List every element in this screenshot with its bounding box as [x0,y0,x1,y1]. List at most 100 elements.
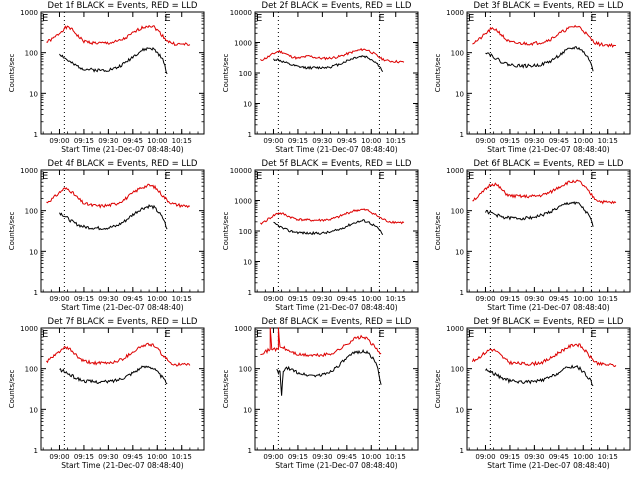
det6f-xlabel: Start Time (21-Dec-07 08:48:40) [487,303,609,312]
det9f-xtick-label: 09:45 [549,453,569,461]
det8f-lld-line [260,327,382,358]
det2f-xtick-label: 09:15 [288,137,308,145]
det1f-lld-line [46,24,191,47]
det5f-xlabel: Start Time (21-Dec-07 08:48:40) [275,303,397,312]
det8f-xtick-label: 09:30 [312,453,332,461]
det4f-marker-label: E [164,171,170,182]
det1f-frame [40,11,205,135]
det7f-ytick-label: 1000 [20,325,38,333]
det2f-title: Det 2f BLACK = Events, RED = LLD [262,1,412,11]
det3f-xtick-label: 10:15 [598,137,618,145]
det9f-ylabel: Counts/sec [434,370,442,409]
det4f-ytick-label: 1000 [20,167,38,175]
det4f-title: Det 4f BLACK = Events, RED = LLD [48,159,198,169]
det3f-marker-label: E [468,13,474,24]
det2f-marker-label: E [256,13,262,24]
det7f-ytick-label: 1 [34,447,38,455]
det9f-xtick-label: 09:15 [500,453,520,461]
det1f-marker-label: E [164,13,170,24]
det2f-ytick-label: 1 [248,131,252,139]
det3f-title: Det 3f BLACK = Events, RED = LLD [474,1,624,11]
det6f-xtick-label: 09:15 [500,295,520,303]
det1f-xtick-label: 09:15 [74,137,94,145]
det2f-xtick-label: 09:00 [263,137,283,145]
det7f-marker-label: E [42,329,48,340]
det1f-title: Det 1f BLACK = Events, RED = LLD [48,1,198,11]
det1f-xtick-label: 10:00 [147,137,167,145]
det5f-xtick-label: 09:15 [288,295,308,303]
det4f-marker-label: E [42,171,48,182]
det9f-xtick-label: 10:00 [573,453,593,461]
det8f-xtick-label: 09:15 [288,453,308,461]
det1f-xtick-label: 10:15 [172,137,192,145]
det4f-ylabel: Counts/sec [8,212,16,251]
det3f-ytick-label: 1000 [446,9,464,17]
det1f-xtick-label: 09:30 [98,137,118,145]
det4f-ytick-label: 1 [34,289,38,297]
det7f-ytick-label: 10 [29,406,38,414]
det1f-marker-label: E [42,13,48,24]
det7f-frame [40,327,205,451]
det5f-xtick-label: 09:30 [312,295,332,303]
det9f-marker-label: E [468,329,474,340]
det7f-lld-line [46,342,191,367]
det2f-xlabel: Start Time (21-Dec-07 08:48:40) [275,145,397,154]
det6f-ytick-label: 1 [460,289,464,297]
det7f-xtick-label: 09:30 [98,453,118,461]
det3f-ytick-label: 100 [451,50,464,58]
det2f-ytick-label: 10000 [230,9,252,17]
det6f-lld-line [472,179,617,205]
det3f-marker-label: E [590,13,596,24]
det3f-ylabel: Counts/sec [434,54,442,93]
det9f-frame [466,327,631,451]
det3f-ytick-label: 10 [455,90,464,98]
det2f-ylabel: Counts/sec [222,54,230,93]
det2f-xtick-label: 10:00 [361,137,381,145]
det1f-ytick-label: 1000 [20,9,38,17]
det4f-xtick-label: 09:15 [74,295,94,303]
det6f-xtick-label: 09:00 [475,295,495,303]
det9f-ytick-label: 1000 [446,325,464,333]
det3f-xtick-label: 09:30 [524,137,544,145]
det2f-panel: Det 2f BLACK = Events, RED = LLD Counts/s… [222,1,419,154]
det7f-xtick-label: 10:00 [147,453,167,461]
det8f-ytick-label: 10 [243,406,252,414]
det3f-xtick-label: 09:45 [549,137,569,145]
det2f-ytick-label: 10 [243,101,252,109]
det4f-xtick-label: 09:30 [98,295,118,303]
det3f-xtick-label: 09:15 [500,137,520,145]
det7f-ytick-label: 100 [25,366,38,374]
det3f-lld-line [472,24,616,48]
det3f-xtick-label: 10:00 [573,137,593,145]
det1f-ylabel: Counts/sec [8,54,16,93]
det5f-ylabel: Counts/sec [222,212,230,251]
det1f-ytick-label: 1 [34,131,38,139]
det9f-xtick-label: 09:30 [524,453,544,461]
det8f-xlabel: Start Time (21-Dec-07 08:48:40) [275,461,397,470]
det8f-frame [254,327,419,451]
det6f-ytick-label: 100 [451,208,464,216]
det9f-title: Det 9f BLACK = Events, RED = LLD [474,317,624,327]
det8f-title: Det 8f BLACK = Events, RED = LLD [262,317,412,327]
det8f-events-line [276,348,382,396]
det5f-ytick-label: 100 [239,228,252,236]
det5f-xtick-label: 09:45 [337,295,357,303]
det7f-marker-label: E [164,329,170,340]
det5f-ytick-label: 1 [248,289,252,297]
det8f-ytick-label: 100 [239,366,252,374]
det4f-xtick-label: 10:15 [172,295,192,303]
det2f-events-line [273,55,384,72]
det6f-ytick-label: 10 [455,248,464,256]
det8f-xtick-label: 10:15 [386,453,406,461]
det6f-title: Det 6f BLACK = Events, RED = LLD [474,159,624,169]
det6f-marker-label: E [468,171,474,182]
det4f-panel: Det 4f BLACK = Events, RED = LLD Counts/s… [8,159,205,312]
det4f-events-line [59,204,168,231]
det2f-xtick-label: 09:45 [337,137,357,145]
det5f-marker-label: E [378,171,384,182]
det9f-xlabel: Start Time (21-Dec-07 08:48:40) [487,461,609,470]
det2f-ytick-label: 100 [239,70,252,78]
det5f-marker-label: E [256,171,262,182]
det9f-ytick-label: 1 [460,447,464,455]
det9f-xtick-label: 09:00 [475,453,495,461]
